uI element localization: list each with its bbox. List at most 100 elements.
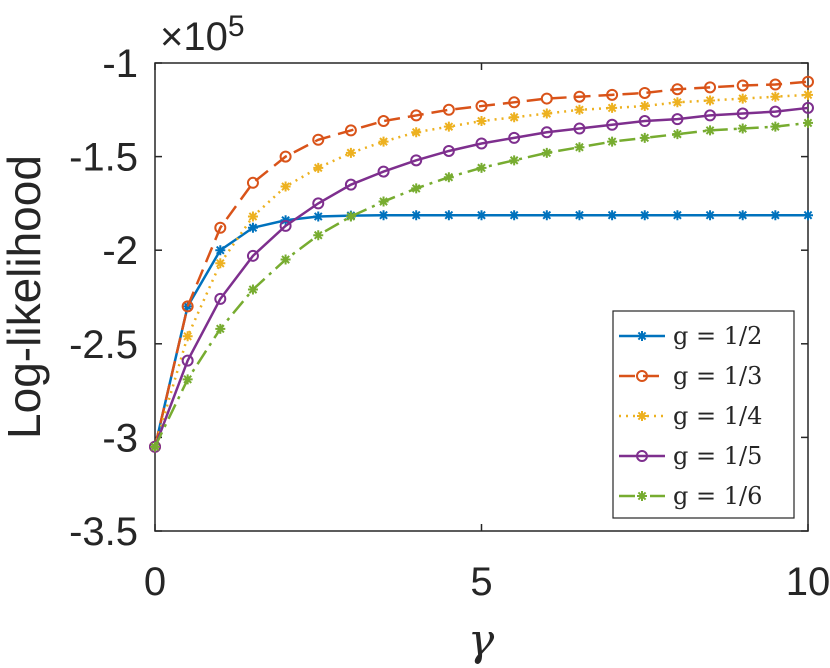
data-point <box>410 154 423 167</box>
data-point <box>247 222 258 233</box>
data-point <box>377 165 390 178</box>
legend-entry: g = 1/2 <box>619 322 762 350</box>
data-point <box>803 89 813 100</box>
legend-entry: g = 1/3 <box>619 362 762 390</box>
x-tick-label: 5 <box>470 560 492 604</box>
data-point <box>705 95 716 106</box>
data-point <box>540 126 553 139</box>
data-point <box>802 75 814 88</box>
data-point <box>671 113 684 126</box>
data-point <box>411 127 422 138</box>
data-point <box>280 181 291 192</box>
data-point <box>803 210 813 221</box>
data-point <box>671 83 684 96</box>
data-point <box>378 210 389 221</box>
data-point <box>770 210 781 221</box>
data-point <box>475 100 488 113</box>
y-tick-label: -2 <box>102 229 138 273</box>
data-point <box>442 103 455 116</box>
data-point <box>802 101 814 114</box>
legend-label: g = 1/2 <box>673 322 762 350</box>
y-axis-multiplier-exponent: 5 <box>228 10 245 43</box>
x-axis-label: γ <box>468 615 495 666</box>
y-axis-label: Log-likelihood <box>0 155 50 439</box>
data-point <box>704 81 717 94</box>
axes: 0 5 10 -3.5 -3 -2.5 -2 -1.5 -1 <box>69 42 830 604</box>
data-point <box>377 115 390 128</box>
data-point <box>313 162 324 173</box>
data-point <box>280 254 291 265</box>
data-point <box>279 219 292 232</box>
legend-label: g = 1/5 <box>673 442 762 470</box>
data-point <box>639 101 650 112</box>
data-point <box>574 104 585 115</box>
data-point <box>574 142 585 153</box>
data-point <box>541 147 552 158</box>
data-point <box>215 258 226 269</box>
data-point <box>442 144 455 157</box>
data-point <box>443 172 454 183</box>
data-point <box>540 92 553 105</box>
data-point <box>344 178 357 191</box>
data-point <box>508 131 521 144</box>
data-point <box>704 109 717 122</box>
data-point <box>181 300 194 313</box>
data-point <box>312 133 325 146</box>
legend-entry: g = 1/4 <box>619 402 762 430</box>
data-point <box>344 124 357 137</box>
data-point <box>637 491 647 501</box>
data-point <box>770 91 781 102</box>
data-point <box>639 132 650 143</box>
data-point <box>345 211 356 222</box>
data-point <box>246 176 259 189</box>
series-line <box>153 80 809 448</box>
data-point <box>312 197 325 210</box>
data-point <box>411 183 422 194</box>
data-point <box>606 88 619 101</box>
legend-label: g = 1/3 <box>673 362 762 390</box>
y-tick-label: -2.5 <box>69 323 138 367</box>
data-point <box>214 292 227 305</box>
data-point <box>378 196 389 207</box>
data-point <box>313 211 324 222</box>
data-point <box>705 210 716 221</box>
data-point <box>181 354 194 367</box>
data-point <box>736 79 749 92</box>
data-point <box>672 129 683 140</box>
data-point <box>378 136 389 147</box>
data-point <box>770 121 781 132</box>
data-point <box>607 136 618 147</box>
data-point <box>737 123 748 134</box>
data-point <box>411 210 422 221</box>
y-tick-label: -3 <box>102 416 138 460</box>
data-point <box>573 122 586 135</box>
data-point <box>637 411 647 421</box>
data-point <box>509 210 520 221</box>
data-point <box>541 108 552 119</box>
data-point <box>705 125 716 136</box>
data-point <box>574 210 585 221</box>
data-point <box>638 115 651 128</box>
data-point <box>215 323 226 334</box>
legend: g = 1/2 g = 1/3 g = 1/4 g = 1/5 g = 1/6 <box>612 310 795 519</box>
data-point <box>803 117 813 128</box>
data-point <box>672 210 683 221</box>
data-point <box>246 249 259 262</box>
x-tick-label: 0 <box>144 560 166 604</box>
data-point <box>475 137 488 150</box>
data-point <box>247 284 258 295</box>
data-point <box>636 370 648 382</box>
series-layer <box>149 75 814 453</box>
data-point <box>247 211 258 222</box>
data-point <box>443 210 454 221</box>
data-point <box>215 245 226 256</box>
data-point <box>443 121 454 132</box>
legend-label: g = 1/4 <box>673 402 762 430</box>
data-point <box>476 210 487 221</box>
data-point <box>769 105 782 118</box>
data-point <box>508 96 521 109</box>
series-5 <box>150 117 813 452</box>
data-point <box>509 112 520 123</box>
y-tick-label: -1.5 <box>69 136 138 180</box>
